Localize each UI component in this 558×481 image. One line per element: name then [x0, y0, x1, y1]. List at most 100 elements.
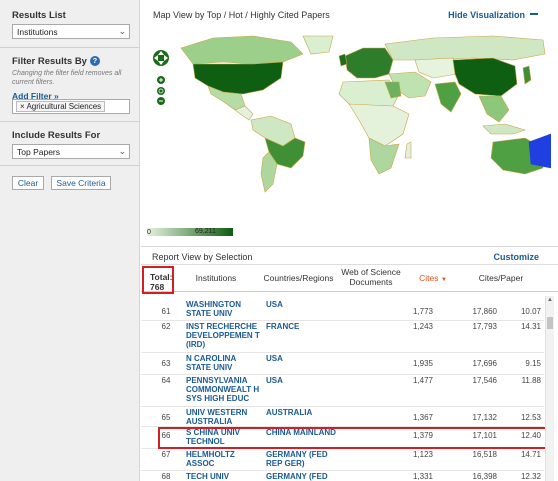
row-country-link[interactable]: USA	[266, 300, 283, 309]
zoom-out-icon[interactable]	[157, 97, 165, 105]
row-institution-link[interactable]: N CAROLINA STATE UNIV	[186, 354, 236, 372]
table-scrollbar[interactable]: ▲	[545, 296, 554, 481]
map-region-japan[interactable]	[522, 65, 532, 85]
total-count: Total: 768	[150, 272, 173, 292]
table-row[interactable]: 63 N CAROLINA STATE UNIV USA 1,935 17,696 9.1…	[141, 353, 544, 375]
row-cites-per-paper: 10.07	[520, 307, 541, 316]
row-cites-per-paper: 12.53	[520, 413, 541, 422]
filter-results-title: Filter Results By?	[12, 56, 100, 67]
map-region-canada[interactable]	[180, 35, 304, 65]
hide-visualization-link[interactable]: Hide Visualization	[448, 10, 538, 20]
filter-chip[interactable]: × Agricultural Sciences	[16, 101, 106, 112]
map-region-south-africa[interactable]	[368, 137, 400, 175]
chevron-down-icon: ⌄	[118, 26, 126, 36]
map-region-uk[interactable]	[338, 53, 348, 67]
row-country-link[interactable]: GERMANY (FED REP GER)	[266, 472, 328, 481]
results-list-value: Institutions	[17, 27, 58, 37]
row-cites-per-paper: 11.88	[521, 376, 541, 385]
table-row[interactable]: 65 UNIV WESTERN AUSTRALIA AUSTRALIA 1,367 17…	[141, 407, 544, 427]
table-row[interactable]: 68 TECH UNIV MUNICH GERMANY (FED REP GER) 1…	[141, 471, 544, 481]
scroll-up-icon[interactable]: ▲	[547, 297, 553, 303]
row-country-link[interactable]: AUSTRALIA	[266, 408, 313, 417]
hide-visualization-label: Hide Visualization	[448, 10, 525, 20]
row-institution-link[interactable]: PENNSYLVANIA COMMONWEALT H SYS HIGH EDUC	[186, 376, 260, 403]
col-cites-per-paper[interactable]: Cites/Paper	[478, 273, 524, 283]
map-title: Map View by Top / Hot / Highly Cited Pap…	[153, 10, 330, 20]
table-row[interactable]: 64 PENNSYLVANIA COMMONWEALT H SYS HIGH ED…	[141, 375, 544, 407]
globe-icon[interactable]	[157, 87, 165, 95]
row-institution-link[interactable]: TECH UNIV MUNICH	[186, 472, 230, 481]
table-row[interactable]: 67 HELMHOLTZ ASSOC GERMANY (FED REP GER) 1,…	[141, 449, 544, 471]
minus-icon	[530, 13, 538, 15]
row-institution-link[interactable]: S CHINA UNIV TECHNOL	[186, 428, 240, 446]
map-region-indonesia[interactable]	[482, 123, 526, 135]
row-rank: 65	[161, 413, 171, 422]
row-institution-link[interactable]: HELMHOLTZ ASSOC	[186, 450, 235, 468]
row-country-link[interactable]: CHINA MAINLAND	[266, 428, 336, 437]
row-institution-link[interactable]: INST RECHERCHE DEVELOPPEMEN T (IRD)	[186, 322, 260, 349]
row-rank: 62	[161, 322, 171, 331]
row-institution-link[interactable]: WASHINGTON STATE UNIV	[186, 300, 241, 318]
row-cites: 17,696	[472, 359, 497, 368]
map-region-india[interactable]	[434, 81, 462, 113]
main-panel: Map View by Top / Hot / Highly Cited Pap…	[141, 0, 558, 481]
divider	[0, 121, 140, 122]
table-row[interactable]: 61 WASHINGTON STATE UNIV USA 1,773 17,860 10.…	[141, 299, 544, 321]
filter-hint: Changing the filter field removes all cu…	[12, 70, 122, 86]
world-map[interactable]	[153, 34, 551, 194]
row-docs: 1,379	[412, 431, 433, 440]
zoom-in-icon[interactable]	[157, 76, 165, 84]
row-rank: 61	[161, 307, 171, 316]
col-institutions[interactable]: Institutions	[195, 273, 237, 283]
map-region-madagascar[interactable]	[404, 141, 412, 159]
row-rank: 64	[161, 376, 171, 385]
row-country-link[interactable]: FRANCE	[266, 322, 300, 331]
row-highlight	[158, 427, 548, 449]
row-cites: 17,860	[472, 307, 497, 316]
table-row[interactable]: 62 INST RECHERCHE DEVELOPPEMEN T (IRD) FRA…	[141, 321, 544, 353]
row-cites-per-paper: 12.32	[520, 472, 541, 481]
map-region-central-asia[interactable]	[414, 57, 458, 79]
row-cites: 16,518	[472, 450, 497, 459]
row-country-link[interactable]: USA	[266, 354, 283, 363]
map-region-russia[interactable]	[384, 35, 546, 61]
map-region-europe[interactable]	[344, 47, 394, 79]
map-region-egypt[interactable]	[384, 81, 402, 99]
results-list-select[interactable]: Institutions ⌄	[12, 24, 130, 39]
row-cites: 17,793	[472, 322, 497, 331]
row-docs: 1,935	[412, 359, 433, 368]
row-cites-per-paper: 12.40	[520, 431, 541, 440]
map-region-usa[interactable]	[192, 61, 284, 95]
include-results-title: Include Results For	[12, 130, 101, 141]
col-docs[interactable]: Web of Science Documents	[341, 267, 401, 287]
map-region-new-zealand[interactable]	[528, 133, 551, 169]
scroll-thumb[interactable]	[547, 317, 553, 329]
row-rank: 63	[161, 359, 171, 368]
row-rank: 68	[161, 472, 171, 481]
map-region-central-america[interactable]	[234, 105, 254, 121]
col-cites[interactable]: Cites ▼	[413, 273, 453, 285]
map-region-china[interactable]	[452, 57, 518, 97]
map-region-greenland[interactable]	[302, 35, 334, 55]
help-icon[interactable]: ?	[89, 56, 100, 66]
col-countries[interactable]: Countries/Regions	[263, 273, 334, 283]
row-cites: 16,398	[472, 472, 497, 481]
row-institution-link[interactable]: UNIV WESTERN AUSTRALIA	[186, 408, 248, 426]
row-docs: 1,123	[412, 450, 433, 459]
save-criteria-button[interactable]: Save Criteria	[51, 176, 111, 190]
add-filter-link[interactable]: Add Filter »	[12, 91, 59, 101]
clear-button[interactable]: Clear	[12, 176, 44, 190]
map-pan-control[interactable]	[153, 50, 169, 66]
row-cites: 17,132	[472, 413, 497, 422]
map-region-argentina[interactable]	[260, 151, 278, 193]
row-country-link[interactable]: GERMANY (FED REP GER)	[266, 450, 328, 468]
filter-title-text: Filter Results By	[12, 56, 87, 67]
results-list-title: Results List	[12, 10, 66, 21]
row-country-link[interactable]: USA	[266, 376, 283, 385]
include-results-select[interactable]: Top Papers ⌄	[12, 144, 130, 159]
customize-link[interactable]: Customize	[493, 252, 539, 262]
row-docs: 1,477	[412, 376, 433, 385]
map-region-southeast-asia[interactable]	[478, 95, 510, 123]
map-region-central-africa[interactable]	[348, 103, 410, 147]
report-view-title: Report View by Selection	[152, 252, 253, 262]
